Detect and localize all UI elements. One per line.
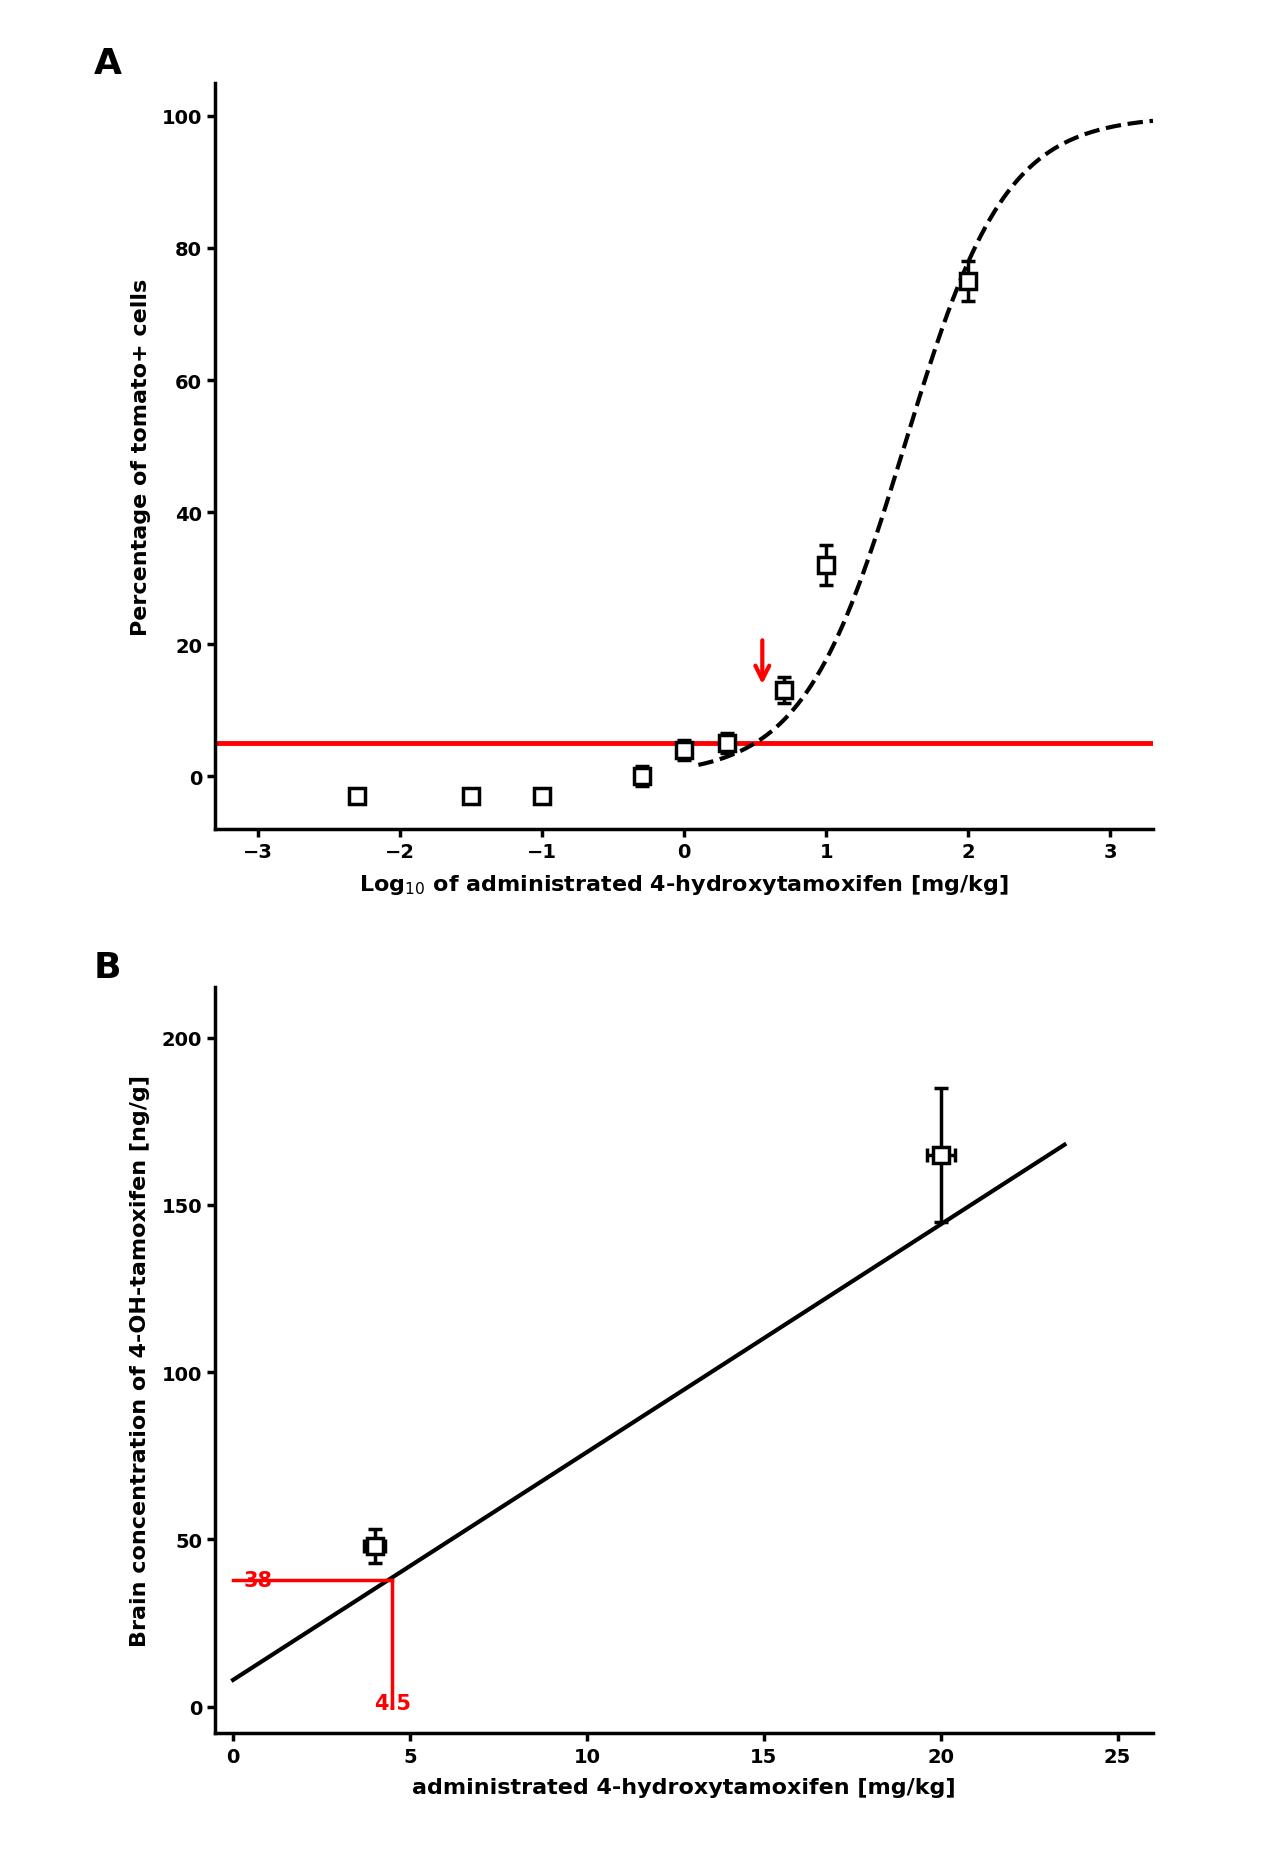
Text: 38: 38 (243, 1569, 272, 1590)
Text: A: A (94, 47, 122, 80)
Y-axis label: Percentage of tomato+ cells: Percentage of tomato+ cells (131, 278, 151, 636)
X-axis label: administrated 4-hydroxytamoxifen [mg/kg]: administrated 4-hydroxytamoxifen [mg/kg] (412, 1776, 957, 1797)
Text: B: B (94, 951, 122, 984)
X-axis label: Log$_{10}$ of administrated 4-hydroxytamoxifen [mg/kg]: Log$_{10}$ of administrated 4-hydroxytam… (359, 872, 1010, 897)
Text: 4.5: 4.5 (374, 1693, 411, 1713)
Y-axis label: Brain concentration of 4-OH-tamoxifen [ng/g]: Brain concentration of 4-OH-tamoxifen [n… (131, 1076, 151, 1646)
